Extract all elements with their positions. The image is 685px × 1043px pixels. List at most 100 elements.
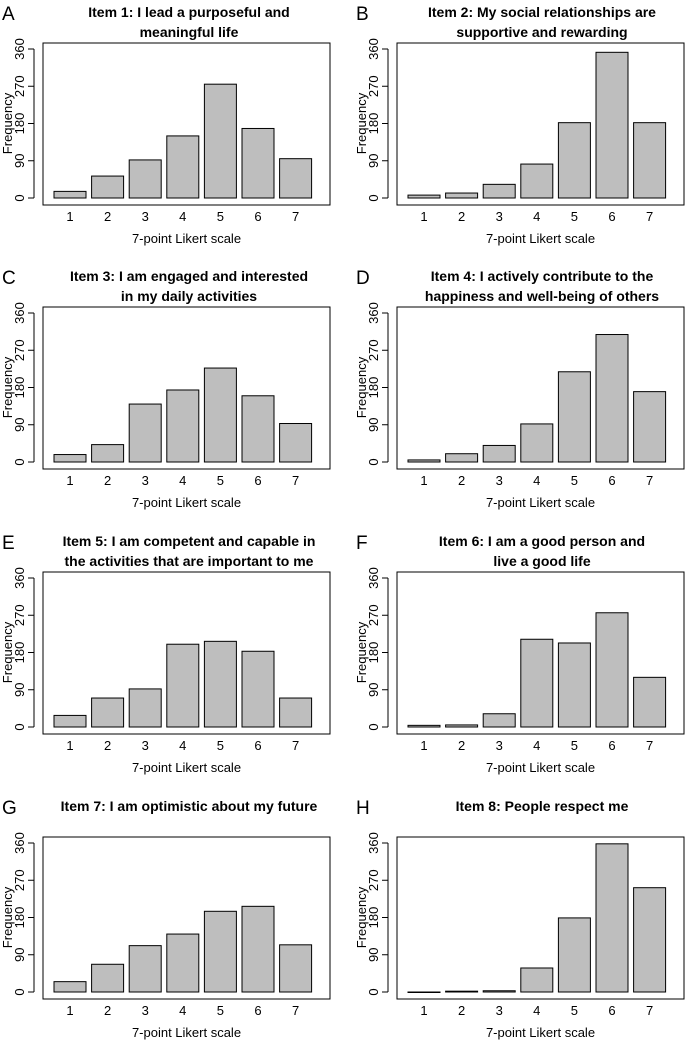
bar-4 xyxy=(520,163,554,199)
x-tick-label: 6 xyxy=(254,1003,261,1018)
x-tick-label: 2 xyxy=(104,1003,111,1018)
x-tick-label: 1 xyxy=(66,473,73,488)
bar-1 xyxy=(407,194,441,199)
bar-7 xyxy=(279,697,313,728)
x-tick-label: 6 xyxy=(608,209,615,224)
bar-2 xyxy=(445,990,479,993)
bar-3 xyxy=(482,713,516,728)
x-tick-label: 4 xyxy=(533,473,540,488)
plot-frame xyxy=(396,42,685,206)
chart-title-line: Item 2: My social relationships are xyxy=(428,4,656,20)
y-tick-label: 180 xyxy=(366,907,381,929)
x-tick-label: 3 xyxy=(496,473,503,488)
x-tick-label: 3 xyxy=(496,1003,503,1018)
y-axis-label: Frequency xyxy=(354,621,369,683)
x-tick-label: 3 xyxy=(142,473,149,488)
bar-7 xyxy=(279,944,313,993)
x-tick-label: 5 xyxy=(571,473,578,488)
bar-6 xyxy=(595,843,629,993)
y-tick-label: 270 xyxy=(12,604,27,626)
x-axis-label: 7-point Likert scale xyxy=(486,1025,595,1040)
y-tick-label: 90 xyxy=(366,154,381,168)
x-tick-label: 3 xyxy=(496,209,503,224)
bar-5 xyxy=(557,642,591,728)
x-tick-label: 4 xyxy=(179,1003,186,1018)
chart-title-line: happiness and well-being of others xyxy=(425,288,659,304)
panel-letter: G xyxy=(2,798,17,819)
x-axis-label: 7-point Likert scale xyxy=(132,760,241,775)
bar-5 xyxy=(203,83,237,199)
bar-1 xyxy=(407,991,441,993)
x-axis-label: 7-point Likert scale xyxy=(486,231,595,246)
bar-4 xyxy=(520,423,554,463)
y-tick-label: 360 xyxy=(12,567,27,589)
x-axis-label: 7-point Likert scale xyxy=(486,760,595,775)
chart-panel-d: D Item 4: I actively contribute to the hap… xyxy=(354,268,685,510)
chart-title-line: Item 3: I am engaged and interested xyxy=(70,268,308,284)
x-tick-label: 5 xyxy=(217,738,224,753)
x-tick-label: 2 xyxy=(458,1003,465,1018)
plot-frame xyxy=(396,306,685,470)
bar-5 xyxy=(203,367,237,463)
bar-7 xyxy=(633,887,667,993)
bar-5 xyxy=(557,122,591,199)
y-axis-label: Frequency xyxy=(0,621,15,683)
panel-letter: H xyxy=(356,798,370,819)
y-tick-label: 360 xyxy=(12,38,27,60)
y-tick-label: 180 xyxy=(366,377,381,399)
x-tick-label: 1 xyxy=(420,1003,427,1018)
y-tick-label: 360 xyxy=(12,302,27,324)
bar-4 xyxy=(520,638,554,728)
bar-7 xyxy=(633,676,667,728)
y-tick-label: 270 xyxy=(366,604,381,626)
y-tick-label: 270 xyxy=(366,75,381,97)
y-tick-label: 0 xyxy=(366,458,381,465)
x-axis-label: 7-point Likert scale xyxy=(132,1025,241,1040)
x-tick-label: 7 xyxy=(292,1003,299,1018)
chart-title-line: meaningful life xyxy=(140,24,239,40)
x-tick-label: 5 xyxy=(217,1003,224,1018)
bar-6 xyxy=(241,127,275,199)
bar-1 xyxy=(53,190,87,199)
y-tick-label: 180 xyxy=(366,642,381,664)
bar-4 xyxy=(166,135,200,199)
bar-2 xyxy=(91,444,125,463)
bar-1 xyxy=(53,981,87,993)
bar-5 xyxy=(203,910,237,993)
x-tick-label: 1 xyxy=(66,209,73,224)
bar-1 xyxy=(53,454,87,463)
y-tick-label: 180 xyxy=(366,113,381,135)
y-tick-label: 90 xyxy=(12,948,27,962)
y-tick-label: 0 xyxy=(12,988,27,995)
bar-7 xyxy=(633,122,667,199)
y-tick-label: 0 xyxy=(366,988,381,995)
bar-1 xyxy=(407,459,441,463)
panel-letter: A xyxy=(2,4,15,25)
x-tick-label: 4 xyxy=(179,209,186,224)
y-tick-label: 90 xyxy=(12,683,27,697)
chart-panel-e: E Item 5: I am competent and capable in th… xyxy=(0,533,331,775)
y-tick-label: 270 xyxy=(366,339,381,361)
bar-7 xyxy=(279,158,313,199)
y-axis-label: Frequency xyxy=(0,886,15,948)
bar-1 xyxy=(407,724,441,728)
y-tick-label: 360 xyxy=(366,567,381,589)
x-tick-label: 7 xyxy=(292,209,299,224)
y-tick-label: 360 xyxy=(12,832,27,854)
x-tick-label: 5 xyxy=(571,209,578,224)
x-tick-label: 3 xyxy=(142,1003,149,1018)
x-tick-label: 2 xyxy=(458,473,465,488)
x-tick-label: 6 xyxy=(254,473,261,488)
chart-panel-f: F Item 6: I am a good person and live a go… xyxy=(354,533,685,775)
x-tick-label: 1 xyxy=(420,738,427,753)
bar-4 xyxy=(166,643,200,728)
y-tick-label: 360 xyxy=(366,302,381,324)
x-tick-label: 5 xyxy=(217,473,224,488)
bar-2 xyxy=(445,192,479,199)
x-tick-label: 2 xyxy=(458,738,465,753)
bar-6 xyxy=(595,51,629,199)
x-tick-label: 1 xyxy=(66,1003,73,1018)
chart-title-line: Item 1: I lead a purposeful and xyxy=(88,4,289,20)
y-tick-label: 360 xyxy=(366,832,381,854)
x-tick-label: 7 xyxy=(292,473,299,488)
